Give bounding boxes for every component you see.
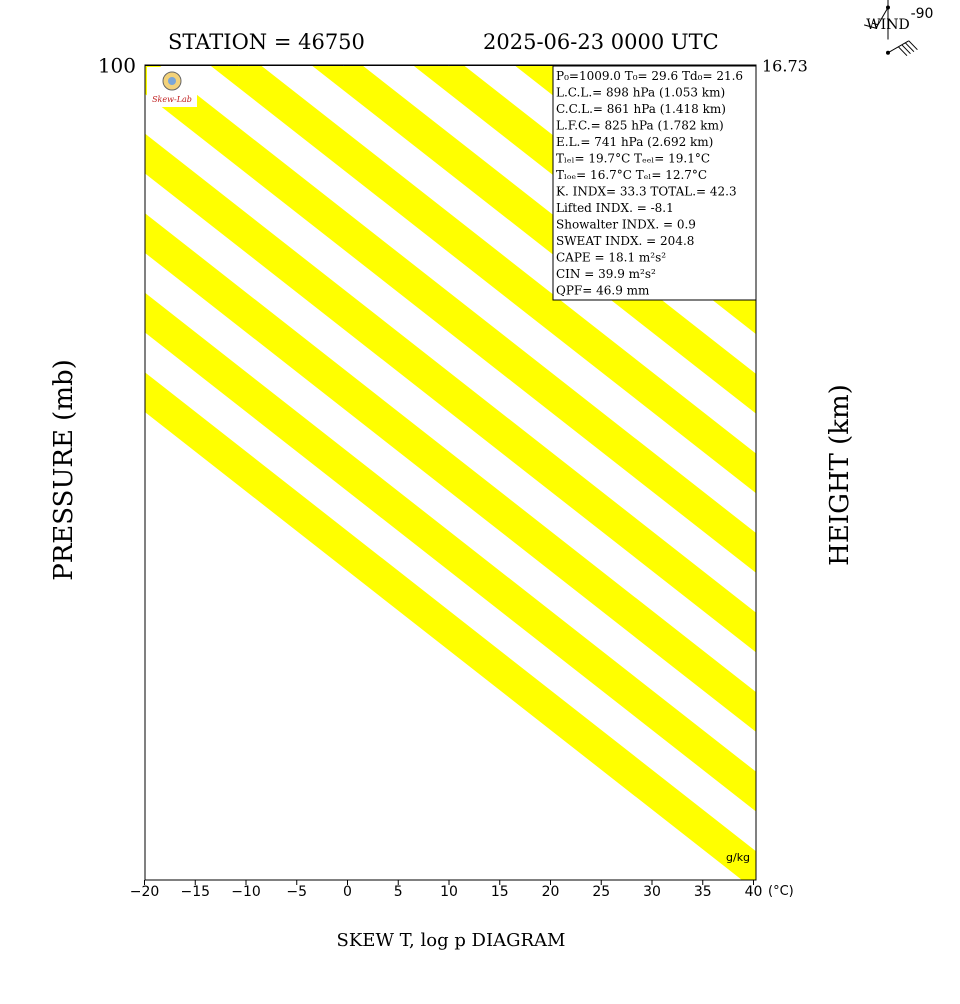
index-line: L.C.L.= 898 hPa (1.053 km) xyxy=(556,86,725,100)
x-tick-label: 10 xyxy=(440,884,458,900)
x-tick-label: 15 xyxy=(491,884,509,900)
bottom-title: SKEW T, log p DIAGRAM xyxy=(337,930,566,951)
index-line: P₀=1009.0 T₀= 29.6 Td₀= 21.6 xyxy=(556,69,743,83)
isotherm-band xyxy=(920,65,960,880)
x-tick-label: −20 xyxy=(130,884,160,900)
wind-profile xyxy=(863,0,918,57)
index-line: SWEAT INDX. = 204.8 xyxy=(556,234,694,248)
wind-barb-feather xyxy=(901,44,911,55)
index-line: E.L.= 741 hPa (2.692 km) xyxy=(556,135,713,149)
datetime-title: 2025-06-23 0000 UTC xyxy=(483,30,719,54)
wind-barb-feather xyxy=(908,40,918,51)
isotherm-band xyxy=(145,133,756,653)
x-tick-label: −10 xyxy=(231,884,261,900)
isotherm-band xyxy=(145,372,756,880)
x-tick-label: 0 xyxy=(343,884,352,900)
index-line: QPF= 46.9 mm xyxy=(556,284,650,298)
moist-bands xyxy=(145,65,960,880)
isotherm-band xyxy=(209,65,756,494)
isotherm-band xyxy=(145,65,756,573)
indices-box xyxy=(552,65,757,301)
plot-frame xyxy=(144,64,757,881)
mixing-ratio-unit: g/kg xyxy=(726,851,750,864)
pressure-tick-label: 100 xyxy=(98,54,136,78)
index-line: CIN = 39.9 m²s² xyxy=(556,267,656,281)
left-axis-title: PRESSURE (mb) xyxy=(49,359,79,581)
height-tick-label: 16.73 xyxy=(762,57,808,76)
index-line: Tₗₒₑ= 16.7°C Tₑₗ= 12.7°C xyxy=(556,168,707,182)
index-line: Showalter INDX. = 0.9 xyxy=(556,218,696,232)
isotherm-band xyxy=(145,292,756,812)
logo-text: Skew-Lab xyxy=(152,95,192,104)
x-tick-label: 25 xyxy=(592,884,610,900)
isotherm-label: -90 xyxy=(911,6,934,22)
isotherm-band xyxy=(311,65,756,414)
indices-list: P₀=1009.0 T₀= 29.6 Td₀= 21.6 L.C.L.= 898 … xyxy=(556,69,743,298)
temp-unit-label: (°C) xyxy=(768,884,794,899)
index-line: Tₗₑₗ= 19.7°C Tₑₑₗ= 19.1°C xyxy=(556,152,710,166)
x-tick-label: 35 xyxy=(694,884,712,900)
isotherm-band xyxy=(145,213,756,732)
x-tick-label: 30 xyxy=(643,884,661,900)
x-tick-label: 5 xyxy=(394,884,403,900)
x-tick-label: 20 xyxy=(542,884,560,900)
wind-barb-feather xyxy=(904,42,915,53)
x-tick-label: 40 xyxy=(745,884,763,900)
wind-barb-half-feather xyxy=(871,22,879,26)
index-line: L.F.C.= 825 hPa (1.782 km) xyxy=(556,119,724,133)
index-line: K. INDX= 33.3 TOTAL.= 42.3 xyxy=(556,185,737,199)
index-line: C.C.L.= 861 hPa (1.418 km) xyxy=(556,102,726,116)
wind-barb-feather xyxy=(898,46,908,57)
index-line: Lifted INDX. = -8.1 xyxy=(556,201,674,215)
station-title: STATION = 46750 xyxy=(168,30,365,54)
x-tick-label: −5 xyxy=(286,884,307,900)
index-line: CAPE = 18.1 m²s² xyxy=(556,251,666,265)
station-logo: Skew-Lab xyxy=(147,67,197,107)
chart-labels: -90-80-70-60-50-40-30-20-1001020300.711.… xyxy=(98,6,934,900)
wind-barb-feather xyxy=(863,24,877,29)
right-axis-title: HEIGHT (km) xyxy=(825,384,855,566)
x-tick-label: −15 xyxy=(180,884,210,900)
